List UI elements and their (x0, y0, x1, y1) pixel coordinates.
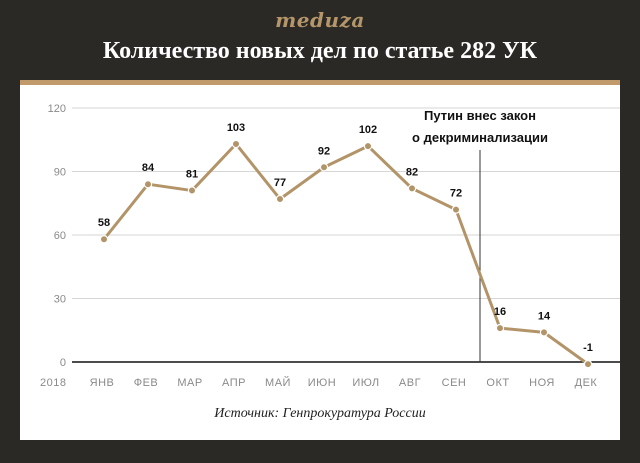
x-tick-label: МАЙ (265, 376, 291, 389)
data-point (319, 163, 329, 172)
data-point (231, 139, 241, 149)
y-tick-label: 60 (54, 230, 66, 242)
data-label: 102 (359, 124, 377, 136)
accent-divider (20, 80, 620, 85)
year-label: 2018 (40, 377, 66, 389)
chart-title: Количество новых дел по статье 282 УК (102, 38, 538, 64)
y-tick-label: 90 (54, 167, 66, 179)
annotation-text-line-2: о декриминализации (412, 130, 548, 145)
data-point (539, 328, 549, 337)
series (99, 139, 593, 369)
x-tick-label: АВГ (399, 377, 421, 389)
data-point (275, 194, 285, 204)
source-note: Источник: Генпрокуратура России (214, 406, 426, 421)
x-axis-ticks: 2018 ЯНВ ФЕВ МАР АПР МАЙ ИЮН ИЮЛ АВГ СЕН ОКТ НОЯ ДЕК (40, 376, 597, 389)
data-point (583, 359, 593, 369)
x-tick-label: ОКТ (486, 377, 509, 389)
x-tick-label: МАР (177, 377, 202, 389)
data-label: 72 (450, 188, 462, 200)
annotation: Путин внес закон о декриминализации (412, 108, 548, 362)
x-tick-label: ЯНВ (90, 377, 115, 389)
x-tick-label: АПР (222, 377, 246, 389)
data-point (407, 184, 417, 193)
data-labels: 58 84 81 103 77 92 102 82 72 16 14 -1 (98, 122, 593, 354)
data-point (495, 323, 505, 333)
data-label: 84 (142, 162, 155, 174)
annotation-text-line-1: Путин внес закон (424, 108, 536, 123)
data-point (363, 141, 373, 151)
y-tick-label: 120 (48, 103, 66, 115)
x-tick-label: ИЮЛ (352, 377, 379, 389)
y-tick-label: 0 (60, 357, 66, 369)
data-label: 16 (494, 306, 506, 318)
x-tick-label: НОЯ (529, 377, 555, 389)
data-point (143, 179, 153, 189)
data-label: 14 (538, 310, 551, 322)
data-label: -1 (583, 342, 593, 354)
data-label: 82 (406, 166, 418, 178)
y-tick-label: 30 (54, 294, 66, 306)
data-point (187, 186, 197, 195)
x-tick-label: ИЮН (308, 377, 336, 389)
grid-lines (72, 107, 620, 363)
series-line (102, 142, 590, 366)
line-chart: 0 30 60 90 120 2018 ЯНВ ФЕВ МАР АПР МАЙ ИЮН ИЮЛ АВГ С… (40, 103, 620, 389)
data-label: 103 (227, 122, 245, 134)
data-label: 77 (274, 177, 286, 189)
data-label: 58 (98, 217, 110, 229)
x-tick-label: ФЕВ (134, 377, 159, 389)
data-label: 81 (186, 169, 198, 181)
data-label: 92 (318, 145, 330, 157)
chart-panel: 0 30 60 90 120 2018 ЯНВ ФЕВ МАР АПР МАЙ ИЮН ИЮЛ АВГ С… (20, 85, 620, 440)
x-tick-label: ДЕК (575, 377, 598, 389)
x-tick-label: СЕН (442, 377, 467, 389)
data-point (99, 235, 109, 244)
meduza-logo: meduza (275, 8, 365, 32)
y-axis-ticks: 0 30 60 90 120 (48, 103, 66, 369)
data-point (451, 205, 461, 214)
